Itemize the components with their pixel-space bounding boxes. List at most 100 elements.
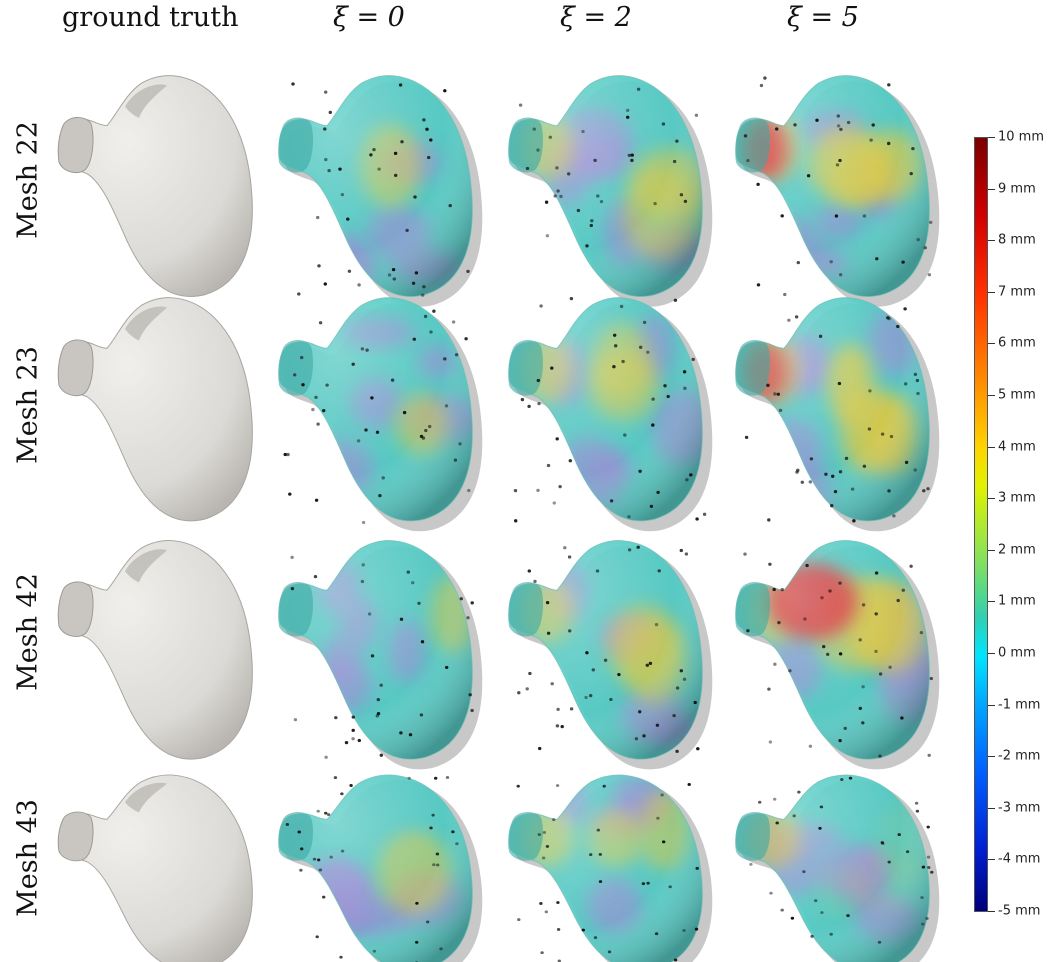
sample-point — [392, 277, 396, 281]
sample-point — [316, 215, 320, 220]
sample-point — [318, 321, 323, 325]
sample-point — [326, 813, 331, 816]
colorbar-tick — [988, 291, 995, 293]
sample-point — [327, 168, 331, 173]
sample-point — [743, 552, 747, 556]
sample-point — [545, 844, 550, 848]
sample-point — [546, 631, 551, 635]
sample-point — [642, 734, 646, 738]
sample-point — [668, 885, 672, 889]
sample-point — [758, 800, 762, 804]
sample-point — [556, 707, 560, 712]
sample-point — [862, 464, 867, 468]
sample-point — [630, 158, 634, 163]
sample-point — [612, 365, 616, 369]
sample-point — [672, 713, 676, 718]
sample-point — [634, 737, 639, 741]
sample-point — [861, 603, 866, 607]
colorbar-tick — [988, 137, 995, 138]
colorbar-tick — [988, 395, 995, 396]
colorbar-tick-label: 5 mm — [998, 387, 1036, 403]
sample-point — [466, 269, 470, 274]
sample-point — [314, 498, 319, 502]
sample-point — [431, 813, 435, 817]
sample-point — [830, 504, 834, 508]
sample-point — [322, 895, 326, 899]
sample-point — [834, 214, 839, 218]
sample-point — [297, 292, 301, 296]
sample-point — [838, 739, 842, 743]
sample-point — [301, 383, 305, 387]
sample-point — [541, 856, 546, 860]
sample-point — [911, 146, 915, 151]
sample-point — [689, 473, 693, 477]
colorbar-tick-label: 3 mm — [998, 490, 1036, 506]
sample-point — [844, 456, 849, 461]
sample-point — [929, 676, 933, 681]
sample-point — [828, 589, 832, 593]
sample-point — [339, 955, 343, 959]
sample-point — [803, 617, 807, 621]
sample-point — [638, 469, 642, 473]
sample-point — [793, 123, 797, 127]
sample-point — [843, 726, 847, 730]
colorbar-tick — [988, 188, 995, 190]
sample-point — [619, 304, 624, 309]
sample-point — [837, 381, 842, 386]
sample-point — [293, 718, 298, 722]
sample-point — [334, 716, 338, 720]
sample-point — [808, 744, 813, 748]
sample-point — [538, 746, 542, 751]
sample-point — [675, 139, 679, 143]
colorbar-tick-label: 0 mm — [998, 645, 1036, 661]
sample-point — [613, 333, 617, 337]
sample-point — [391, 268, 396, 272]
sample-point — [780, 588, 784, 592]
sample-point — [609, 697, 613, 702]
sample-point — [766, 383, 770, 387]
sample-point — [569, 297, 574, 301]
sample-point — [831, 474, 835, 478]
sample-point — [889, 434, 894, 439]
sample-point — [544, 200, 549, 204]
sample-point — [311, 407, 315, 412]
sample-point — [435, 852, 440, 856]
sample-point — [922, 489, 926, 493]
sample-point — [444, 404, 449, 408]
colorbar-tick — [988, 807, 995, 809]
sample-point — [323, 127, 327, 131]
sample-point — [556, 928, 561, 931]
sample-point — [360, 579, 365, 584]
sample-point — [648, 661, 653, 665]
sample-point — [408, 733, 413, 737]
sample-point — [887, 141, 891, 146]
sample-point — [794, 315, 799, 319]
sample-point — [773, 797, 777, 801]
sample-point — [539, 304, 543, 308]
sample-point — [838, 470, 843, 474]
sample-point — [682, 677, 687, 681]
sample-point — [518, 103, 523, 107]
sample-point — [874, 612, 878, 616]
sample-point — [871, 123, 875, 127]
sample-point — [364, 428, 368, 432]
sample-point — [598, 880, 603, 884]
sample-point — [394, 173, 398, 178]
sample-point — [905, 850, 910, 854]
sample-point — [835, 163, 840, 167]
sample-point — [820, 596, 824, 600]
sample-points — [285, 776, 459, 962]
sample-points — [517, 545, 700, 753]
sample-point — [426, 920, 430, 924]
sample-point — [445, 776, 450, 779]
sample-point — [852, 519, 856, 523]
predicted-mesh — [508, 297, 713, 532]
sample-point — [887, 489, 891, 493]
sample-point — [818, 334, 823, 338]
colorbar-tick — [988, 343, 995, 345]
predicted-mesh — [278, 774, 483, 962]
sample-point — [858, 706, 862, 710]
sample-point — [324, 90, 328, 94]
sample-point — [555, 166, 559, 170]
sample-point — [300, 355, 304, 360]
